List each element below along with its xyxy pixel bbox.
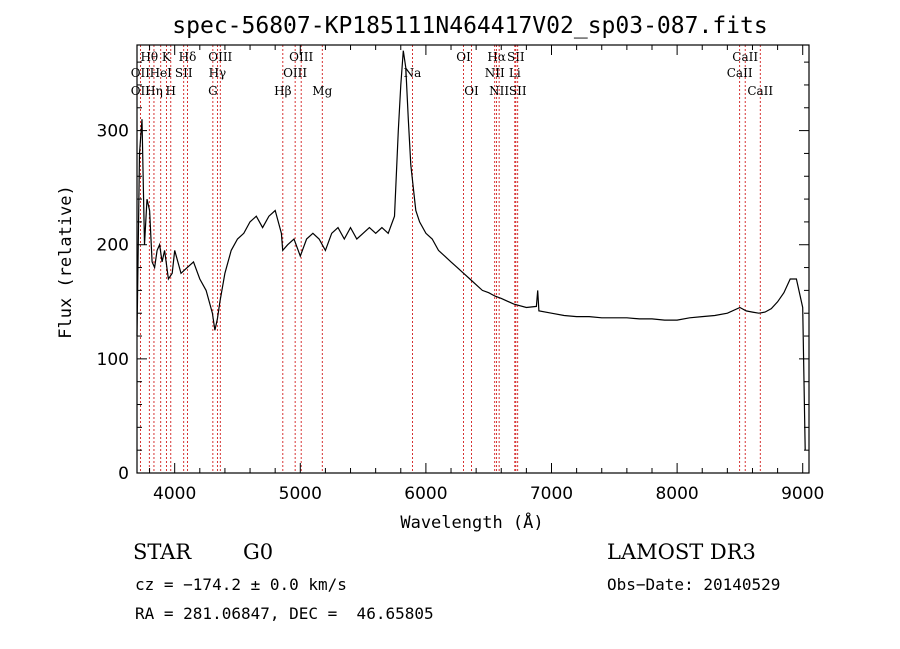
spectral-line-label: NII [485, 66, 505, 80]
obs-date: Obs−Date: 20140529 [607, 575, 781, 594]
y-tick-label: 300 [97, 122, 129, 142]
spectrum-line [136, 50, 806, 451]
spectral-line-label: Hη [145, 84, 163, 98]
spectral-line-label: Hβ [274, 84, 291, 98]
x-tick-label: 7000 [530, 484, 573, 504]
spectral-line-label: SII [507, 50, 525, 64]
x-tick-label: 8000 [655, 484, 698, 504]
spectral-line-label: Hθ [140, 50, 158, 64]
x-tick-label: 4000 [153, 484, 196, 504]
spectrum-layer [136, 50, 806, 451]
spectral-line-label: SII [509, 84, 527, 98]
spectral-line-label: G [208, 84, 218, 98]
spectral-line-label: CaII [747, 84, 773, 98]
spectral-line-label: Mg [312, 84, 332, 98]
spectral-line-label: OII [131, 66, 151, 80]
survey-label: LAMOST DR3 [607, 540, 756, 564]
ticks-layer: 4000 5000 6000 7000 8000 9000 0 100 200 300 [97, 45, 824, 504]
class-label: STAR [133, 540, 192, 564]
spectral-line-label: K [162, 50, 172, 64]
spectral-line-label: Hγ [209, 66, 227, 80]
spectral-line-label: OI [464, 84, 479, 98]
spectral-line-label: H [166, 84, 176, 98]
chart-title: spec-56807-KP185111N464417V02_sp03-087.f… [172, 13, 767, 39]
spectral-line-label: OI [456, 50, 471, 64]
redshift-readout: cz = −174.2 ± 0.0 km/s [135, 575, 347, 594]
x-axis-title: Wavelength (Å) [400, 511, 543, 533]
spectral-line-label: HeI [150, 66, 173, 80]
spectral-line-label: Na [404, 66, 422, 80]
x-tick-label: 9000 [781, 484, 824, 504]
x-tick-label: 6000 [404, 484, 447, 504]
subclass-label: G0 [243, 540, 274, 564]
spectral-line-label: CaII [727, 66, 753, 80]
y-tick-label: 200 [97, 236, 129, 256]
spectral-line-label: OIII [283, 66, 307, 80]
y-tick-label: 0 [118, 464, 129, 484]
spectral-line-label: Hα [487, 50, 506, 64]
spectral-lines-layer: Hθ OII OII K HeI Hη SII H Hδ OIII Hγ G Hβ OIII OIII Mg N… [131, 45, 773, 473]
spectral-line-label: SII [175, 66, 193, 80]
spectral-line-label: OIII [289, 50, 313, 64]
y-axis-title: Flux (relative) [56, 185, 76, 339]
spectral-line-label: NII [489, 84, 509, 98]
x-tick-label: 5000 [279, 484, 322, 504]
spectral-line-label: OIII [208, 50, 232, 64]
spectral-line-label: Li [509, 66, 521, 80]
plot-frame [136, 44, 810, 474]
spectral-line-label: CaII [732, 50, 758, 64]
spectral-line-label: Hδ [179, 50, 197, 64]
coordinates-readout: RA = 281.06847, DEC = 46.65805 [135, 604, 434, 623]
spectral-line-label: OII [131, 84, 151, 98]
y-tick-label: 100 [97, 350, 129, 370]
